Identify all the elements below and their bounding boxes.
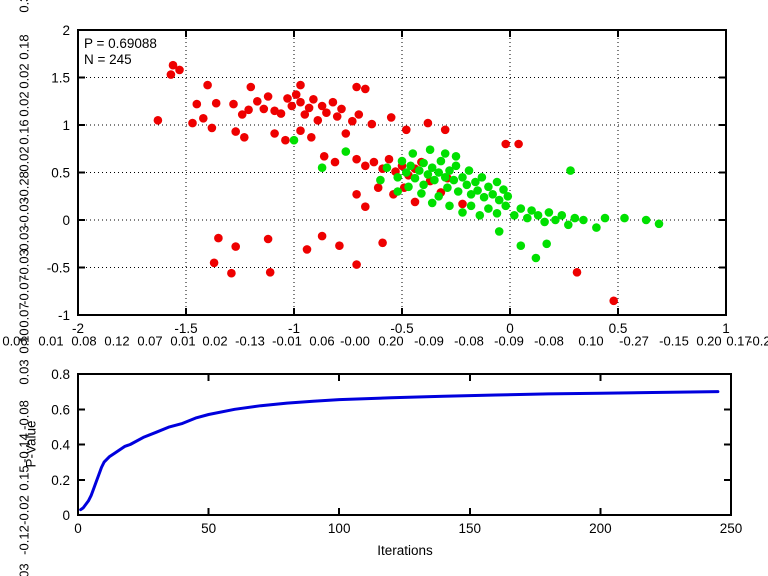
left-edge-number: 0.16 — [16, 119, 32, 145]
bottom-edge-number: 0.12 — [104, 333, 130, 349]
bottom-edge-number: 0.02 — [202, 333, 228, 349]
bottom-edge-number: -0.08 — [534, 333, 564, 349]
axes-box — [77, 373, 732, 516]
svg-text:100: 100 — [328, 521, 351, 536]
svg-text:1: 1 — [722, 321, 730, 336]
bottom-edge-number: 0.06 — [309, 333, 335, 349]
svg-text:150: 150 — [459, 521, 482, 536]
svg-text:250: 250 — [720, 521, 743, 536]
left-edge-number: 0.18 — [16, 34, 32, 60]
tick-labels: -2 -1.5 -1 -0.5 0 0.5 1 -1 -0.5 0 0.5 1 1.5 2 — [47, 23, 730, 336]
bottom-edge-number: 0.07 — [137, 333, 163, 349]
bottom-edge-number: -0.01 — [272, 333, 302, 349]
annotation-n-count: N = 245 — [84, 52, 132, 67]
annotation-p-value: P = 0.69088 — [84, 36, 157, 51]
left-edge-number: 0.03 — [16, 563, 32, 576]
pvalue-plot: 0 50 100 150 200 250 0 0.2 0.4 0.6 0.8 — [51, 367, 742, 536]
left-edge-number: 0.03 — [16, 359, 32, 385]
left-edge-number: 0.02 — [16, 146, 32, 172]
bottom-edge-number: 0.01 — [38, 333, 64, 349]
bottom-edge-number: -0.27 — [619, 333, 649, 349]
tick-labels: 0 50 100 150 200 250 0 0.2 0.4 0.6 0.8 — [51, 367, 742, 536]
svg-text:1.5: 1.5 — [51, 71, 70, 86]
svg-text:-1: -1 — [288, 321, 300, 336]
svg-text:0: 0 — [62, 213, 70, 228]
axis-label-pvalue: P-Value — [23, 420, 39, 468]
svg-text:-1: -1 — [58, 308, 70, 323]
svg-text:-1.5: -1.5 — [174, 321, 197, 336]
left-edge-number: -0.12 — [16, 525, 32, 555]
bottom-edge-number: -0.15 — [659, 333, 689, 349]
bottom-edge-number: -0.20 — [748, 333, 768, 349]
bottom-edge-number: -0.13 — [235, 333, 265, 349]
svg-text:0.8: 0.8 — [51, 367, 70, 382]
bottom-edge-number: -0.09 — [414, 333, 444, 349]
left-edge-number: 0.02 — [16, 91, 32, 117]
left-edge-number: 0.30 — [16, 0, 32, 13]
bottom-edge-number: 0.20 — [696, 333, 722, 349]
p-value-curve — [79, 390, 720, 512]
bottom-edge-number: -0.08 — [454, 333, 484, 349]
svg-text:200: 200 — [589, 521, 612, 536]
svg-text:0: 0 — [74, 521, 82, 536]
green-class — [289, 135, 664, 263]
svg-text:0.2: 0.2 — [51, 473, 70, 488]
bottom-edge-number: 0.01 — [170, 333, 196, 349]
svg-text:2: 2 — [62, 23, 70, 38]
left-edge-number: -0.02 — [16, 495, 32, 525]
left-edge-number: 0.15 — [16, 465, 32, 491]
svg-text:0.5: 0.5 — [609, 321, 628, 336]
red-class — [153, 60, 618, 306]
bottom-edge-number: 0.06 — [2, 333, 28, 349]
svg-text:0.6: 0.6 — [51, 402, 70, 417]
bottom-edge-number: 0.17 — [726, 333, 752, 349]
svg-text:-0.5: -0.5 — [390, 321, 413, 336]
left-edge-number: 0.03 — [16, 225, 32, 251]
bottom-edge-number: 0.20 — [378, 333, 404, 349]
svg-text:0: 0 — [62, 508, 70, 523]
svg-text:0.4: 0.4 — [51, 438, 70, 453]
bottom-edge-number: -0.09 — [494, 333, 524, 349]
left-edge-number: -0.07 — [16, 275, 32, 305]
bottom-edge-number: 0.10 — [578, 333, 604, 349]
scatter-plot: -2 -1.5 -1 -0.5 0 0.5 1 -1 -0.5 0 0.5 1 1.5 2 — [47, 23, 730, 336]
svg-text:50: 50 — [201, 521, 216, 536]
axis-label-iterations: Iterations — [377, 543, 433, 558]
left-edge-number: 0.02 — [16, 63, 32, 89]
bottom-edge-number: 0.08 — [71, 333, 97, 349]
bottom-edge-number: -0.00 — [340, 333, 370, 349]
svg-text:0: 0 — [506, 321, 514, 336]
svg-text:-0.5: -0.5 — [47, 261, 70, 276]
left-edge-number: -0.03 — [16, 197, 32, 227]
svg-text:0.5: 0.5 — [51, 166, 70, 181]
svg-text:1: 1 — [62, 118, 70, 133]
axes-box — [77, 29, 727, 316]
svg-text:-2: -2 — [72, 321, 84, 336]
left-edge-number: 0.07 — [16, 302, 32, 328]
